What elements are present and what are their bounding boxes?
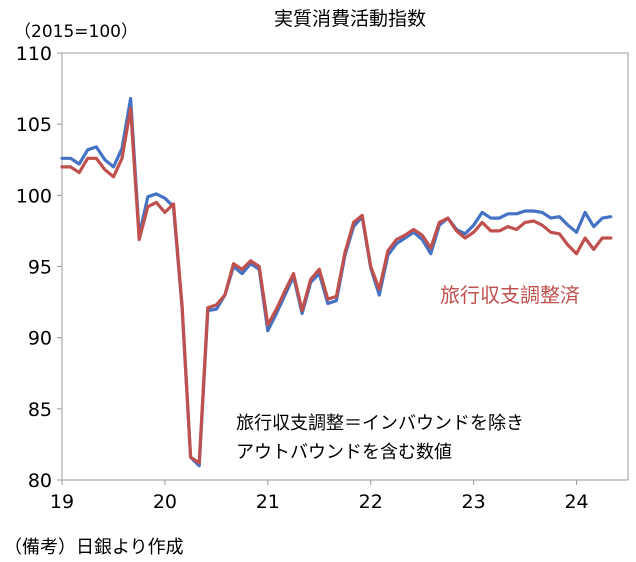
y-tick-label: 105 — [16, 114, 52, 136]
series-line-unadjusted — [60, 96, 613, 468]
x-tick-label: 22 — [359, 491, 383, 513]
x-tick-label: 19 — [50, 491, 74, 513]
y-tick-label: 80 — [28, 470, 52, 492]
series-label-travel-adjusted: 旅行収支調整済 — [440, 283, 580, 307]
series-line-travel-adjusted — [60, 106, 613, 465]
annotation-line-2: アウトバウンドを含む数値 — [236, 442, 452, 463]
x-tick-label: 21 — [256, 491, 280, 513]
x-tick-label: 23 — [462, 491, 486, 513]
source-note: （備考）日銀より作成 — [4, 537, 184, 558]
y-tick-label: 100 — [16, 185, 52, 207]
series-layer — [60, 96, 613, 468]
y-tick-label: 95 — [28, 257, 52, 279]
y-tick-label: 85 — [28, 399, 52, 421]
unit-label: （2015=100） — [14, 22, 138, 42]
x-tick-label: 24 — [564, 491, 588, 513]
y-axis: 80 85 90 95 100 105 110 — [16, 43, 62, 492]
chart-title: 実質消費活動指数 — [274, 8, 426, 30]
x-axis: 19 20 21 22 23 24 — [50, 480, 589, 513]
x-tick-label: 20 — [153, 491, 177, 513]
y-tick-label: 110 — [16, 43, 52, 65]
annotation-line-1: 旅行収支調整＝インバウンドを除き — [236, 413, 524, 434]
y-tick-label: 90 — [28, 328, 52, 350]
